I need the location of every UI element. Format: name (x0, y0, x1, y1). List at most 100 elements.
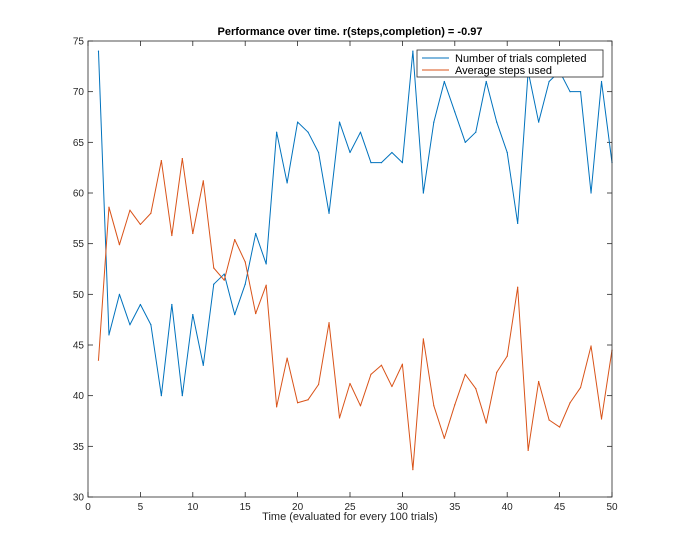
data-point (160, 159, 162, 162)
data-point (139, 303, 141, 306)
data-point (223, 273, 225, 275)
chart-title: Performance over time. r(steps,completio… (217, 26, 482, 38)
data-point (538, 380, 540, 383)
y-tick-label: 30 (73, 493, 85, 504)
data-point (328, 212, 330, 214)
data-point (422, 192, 424, 194)
data-point (527, 449, 529, 451)
series-lines (97, 50, 613, 471)
data-point (401, 363, 403, 365)
data-point (223, 279, 225, 281)
data-point (517, 222, 519, 224)
data-point (391, 151, 393, 154)
y-tick-label: 40 (73, 391, 85, 402)
data-point (276, 406, 278, 408)
data-point (380, 162, 383, 164)
data-point (265, 284, 267, 286)
data-point (317, 383, 320, 386)
data-point (297, 121, 299, 123)
x-tick-label: 0 (85, 502, 91, 513)
data-point (443, 437, 445, 439)
data-point (475, 131, 477, 133)
y-tick-label: 70 (73, 87, 85, 98)
data-point (234, 314, 236, 316)
data-point (192, 314, 194, 316)
data-point (213, 267, 215, 269)
x-axis-title: Time (evaluated for every 100 trials) (262, 511, 438, 523)
x-tick-label: 20 (292, 502, 304, 513)
data-point (171, 303, 173, 306)
legend: Number of trials completed Average steps… (416, 49, 604, 78)
data-point (338, 121, 341, 123)
data-point (338, 417, 341, 419)
data-point (139, 223, 141, 226)
series-line (97, 158, 613, 471)
data-point (150, 212, 152, 214)
data-point (129, 209, 131, 211)
data-point (97, 359, 100, 361)
data-point (349, 382, 351, 385)
y-tick-label: 55 (73, 239, 85, 250)
data-point (506, 355, 508, 357)
data-point (391, 385, 393, 388)
data-point (412, 469, 414, 471)
y-tick-label: 35 (73, 442, 85, 453)
series-line (97, 50, 613, 397)
data-point (485, 80, 487, 83)
data-point (181, 157, 183, 160)
data-point (370, 162, 372, 164)
data-point (370, 373, 372, 375)
data-point (600, 418, 603, 420)
data-point (464, 373, 466, 375)
data-point (496, 371, 498, 373)
x-tick-label: 50 (606, 502, 618, 513)
data-point (464, 141, 466, 143)
data-point (380, 364, 383, 366)
data-point (265, 263, 267, 265)
data-point (202, 364, 204, 366)
data-point (181, 395, 183, 397)
data-point (150, 324, 152, 326)
y-tick-label: 50 (73, 290, 85, 301)
data-point (590, 345, 592, 347)
legend-label-steps: Average steps used (455, 65, 552, 77)
data-point (443, 80, 445, 83)
data-point (401, 162, 403, 164)
data-point (422, 338, 424, 340)
data-point (171, 234, 173, 237)
y-tick-label: 65 (73, 138, 85, 149)
y-tick-label: 75 (73, 37, 85, 48)
data-point (317, 151, 320, 154)
data-point (255, 312, 257, 315)
y-tick-label: 45 (73, 341, 85, 352)
y-tick-label: 60 (73, 189, 85, 200)
data-point (433, 405, 435, 407)
data-point (538, 121, 540, 123)
legend-box (416, 49, 604, 78)
data-point (307, 131, 309, 133)
data-point (349, 151, 351, 154)
data-point (108, 206, 110, 208)
x-tick-label: 45 (554, 502, 566, 513)
legend-label-completed: Number of trials completed (455, 53, 586, 65)
x-tick-label: 15 (240, 502, 252, 513)
data-point (506, 151, 508, 154)
data-point (359, 131, 362, 133)
data-point (108, 334, 110, 336)
data-point (244, 283, 246, 285)
data-point (548, 80, 550, 83)
data-point (517, 286, 519, 288)
data-point (412, 50, 414, 52)
x-tick-label: 30 (397, 502, 409, 513)
data-point (579, 91, 582, 93)
data-point (160, 395, 162, 397)
x-tick-label: 5 (138, 502, 144, 513)
data-point (244, 261, 246, 263)
plot-area (88, 41, 612, 497)
data-point (118, 293, 121, 295)
series-trials-completed (97, 50, 613, 397)
data-point (454, 111, 456, 113)
data-point (496, 121, 498, 123)
x-tick-label: 40 (502, 502, 514, 513)
